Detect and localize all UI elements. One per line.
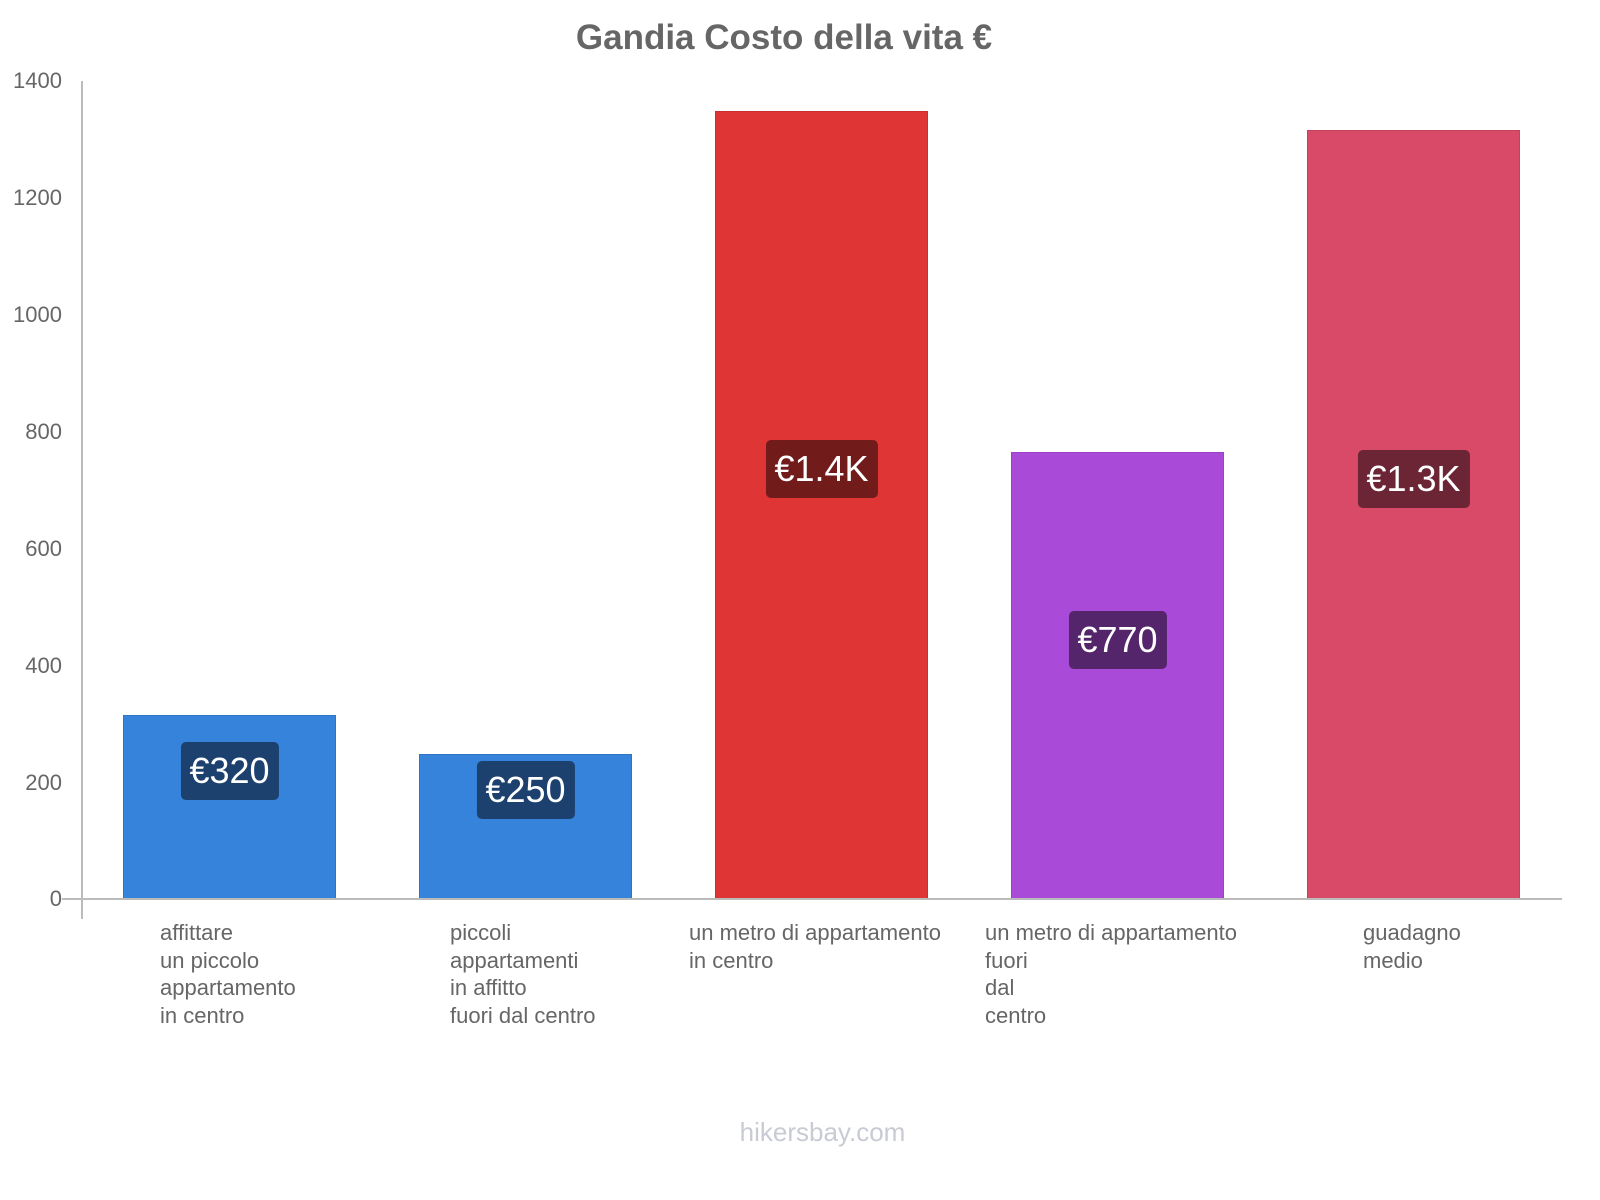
y-tick-label: 800 [25, 419, 62, 444]
x-category-label: piccoli appartamenti in affitto fuori da… [450, 920, 596, 1028]
bar-value-label: €1.3K [1357, 450, 1470, 508]
watermark: hikersbay.com [739, 1117, 906, 1147]
bar-value-label: €770 [1068, 611, 1167, 669]
y-tick-label: 1400 [13, 68, 62, 93]
x-category-label: affittare un piccolo appartamento in cen… [160, 920, 296, 1028]
bar-guadagno-medio: €1.3K [1307, 130, 1520, 899]
y-tick-label: 200 [25, 770, 62, 795]
bar-piccoli-fuori-centro: €250 [419, 754, 632, 899]
y-tick-label: 0 [49, 886, 62, 911]
x-category-label: un metro di appartamento in centro [689, 920, 941, 973]
chart-title: Gandia Costo della vita € [575, 18, 993, 57]
bar-metro-centro: €1.4K [715, 111, 928, 899]
x-axis-line [62, 898, 1562, 900]
bar-value-label: €250 [476, 761, 575, 819]
y-axis-line [81, 81, 83, 919]
bar-affittare-centro: €320 [123, 715, 336, 899]
x-category-label: guadagno medio [1363, 920, 1461, 973]
bar-metro-fuori-centro: €770 [1011, 452, 1224, 899]
y-tick-label: 600 [25, 536, 62, 561]
bar-value-label: €320 [180, 742, 279, 800]
x-category-label: un metro di appartamento fuori dal centr… [985, 920, 1237, 1028]
bar-value-label: €1.4K [765, 440, 878, 498]
y-tick-label: 1200 [13, 185, 62, 210]
y-tick-label: 400 [25, 653, 62, 678]
y-tick-label: 1000 [13, 302, 62, 327]
